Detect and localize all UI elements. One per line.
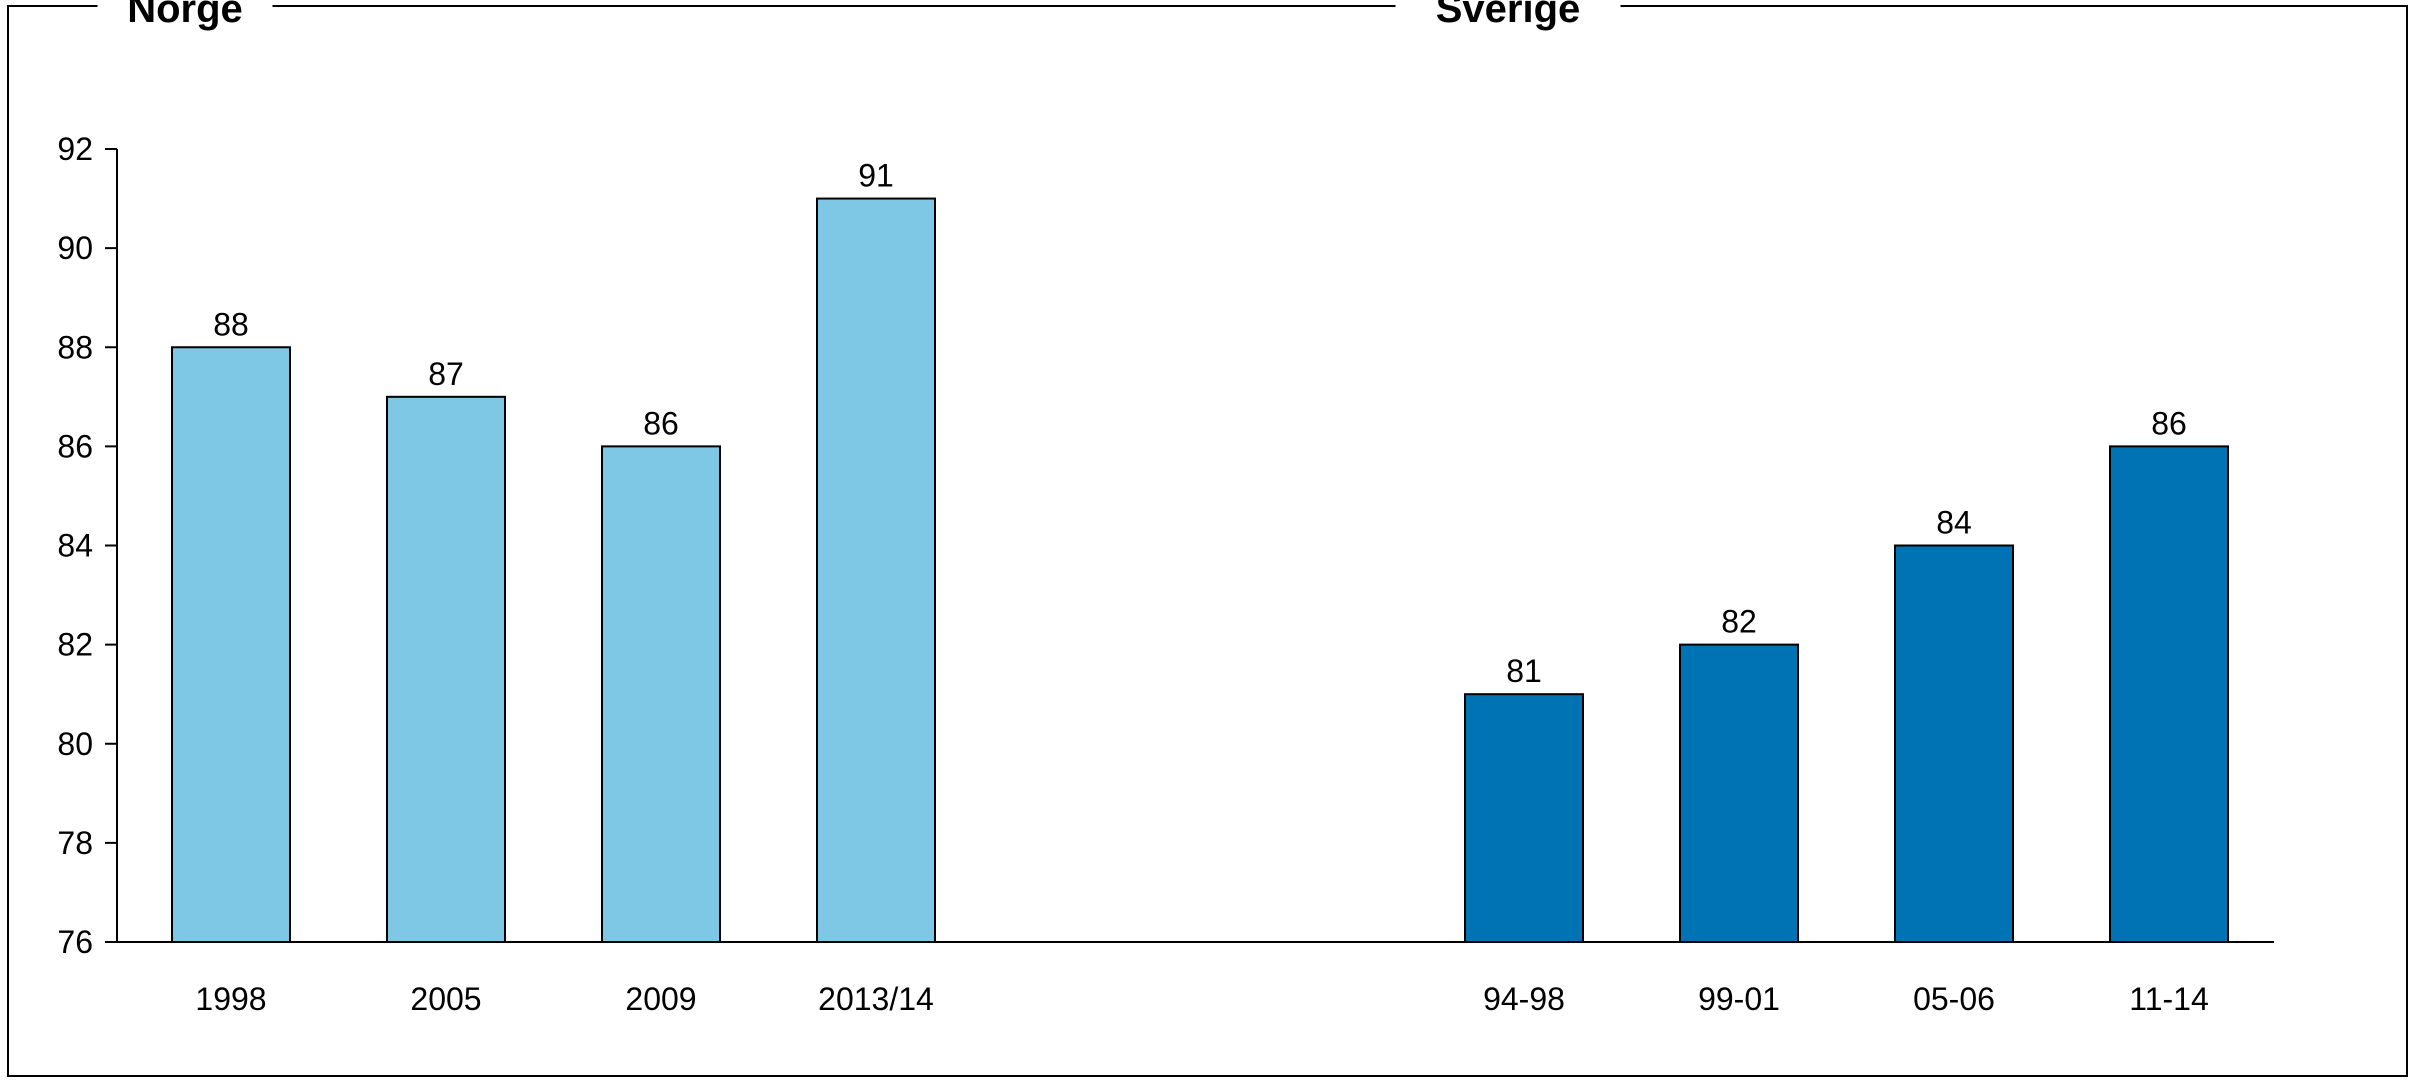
bar (1894, 544, 2014, 943)
y-tick-label: 92 (57, 131, 93, 167)
bar (601, 445, 721, 943)
y-tick-label: 76 (57, 924, 93, 960)
bar (1464, 693, 1584, 943)
bar (2109, 445, 2229, 943)
y-tick-label: 86 (57, 428, 93, 464)
y-tick-label: 88 (57, 329, 93, 365)
bar (171, 346, 291, 943)
bar (816, 197, 936, 943)
data-label: 82 (1721, 604, 1757, 640)
chart-frame (7, 5, 2408, 1077)
bar (1679, 643, 1799, 943)
y-tick-label: 82 (57, 627, 93, 663)
frame-gap (97, 2, 273, 10)
x-tick-label: 2013/14 (818, 981, 934, 1017)
labels: 76 78 80 82 84 86 88 90 92 Norge 88 1998 87 2005 86 200… (57, 0, 2208, 1017)
x-tick-label: 94-98 (1483, 981, 1565, 1017)
y-tick-label: 78 (57, 825, 93, 861)
data-label: 87 (428, 356, 464, 392)
frame-gap (1395, 2, 1621, 10)
group-title: Sverige (1436, 0, 1581, 31)
x-tick-label: 2005 (410, 981, 481, 1017)
x-tick-label: 99-01 (1698, 981, 1780, 1017)
data-label: 86 (2151, 405, 2187, 441)
data-label: 86 (643, 405, 679, 441)
x-tick-label: 1998 (195, 981, 266, 1017)
bar (386, 395, 506, 943)
data-label: 88 (213, 306, 249, 342)
y-tick-label: 90 (57, 230, 93, 266)
data-label: 84 (1936, 505, 1972, 541)
x-tick-label: 2009 (625, 981, 696, 1017)
data-label: 81 (1506, 653, 1542, 689)
y-tick-label: 84 (57, 528, 93, 564)
bars (171, 197, 2229, 943)
x-tick-label: 05-06 (1913, 981, 1995, 1017)
x-tick-label: 11-14 (2129, 981, 2208, 1017)
y-tick-label: 80 (57, 726, 93, 762)
data-label: 91 (858, 158, 894, 194)
group-title: Norge (127, 0, 243, 31)
